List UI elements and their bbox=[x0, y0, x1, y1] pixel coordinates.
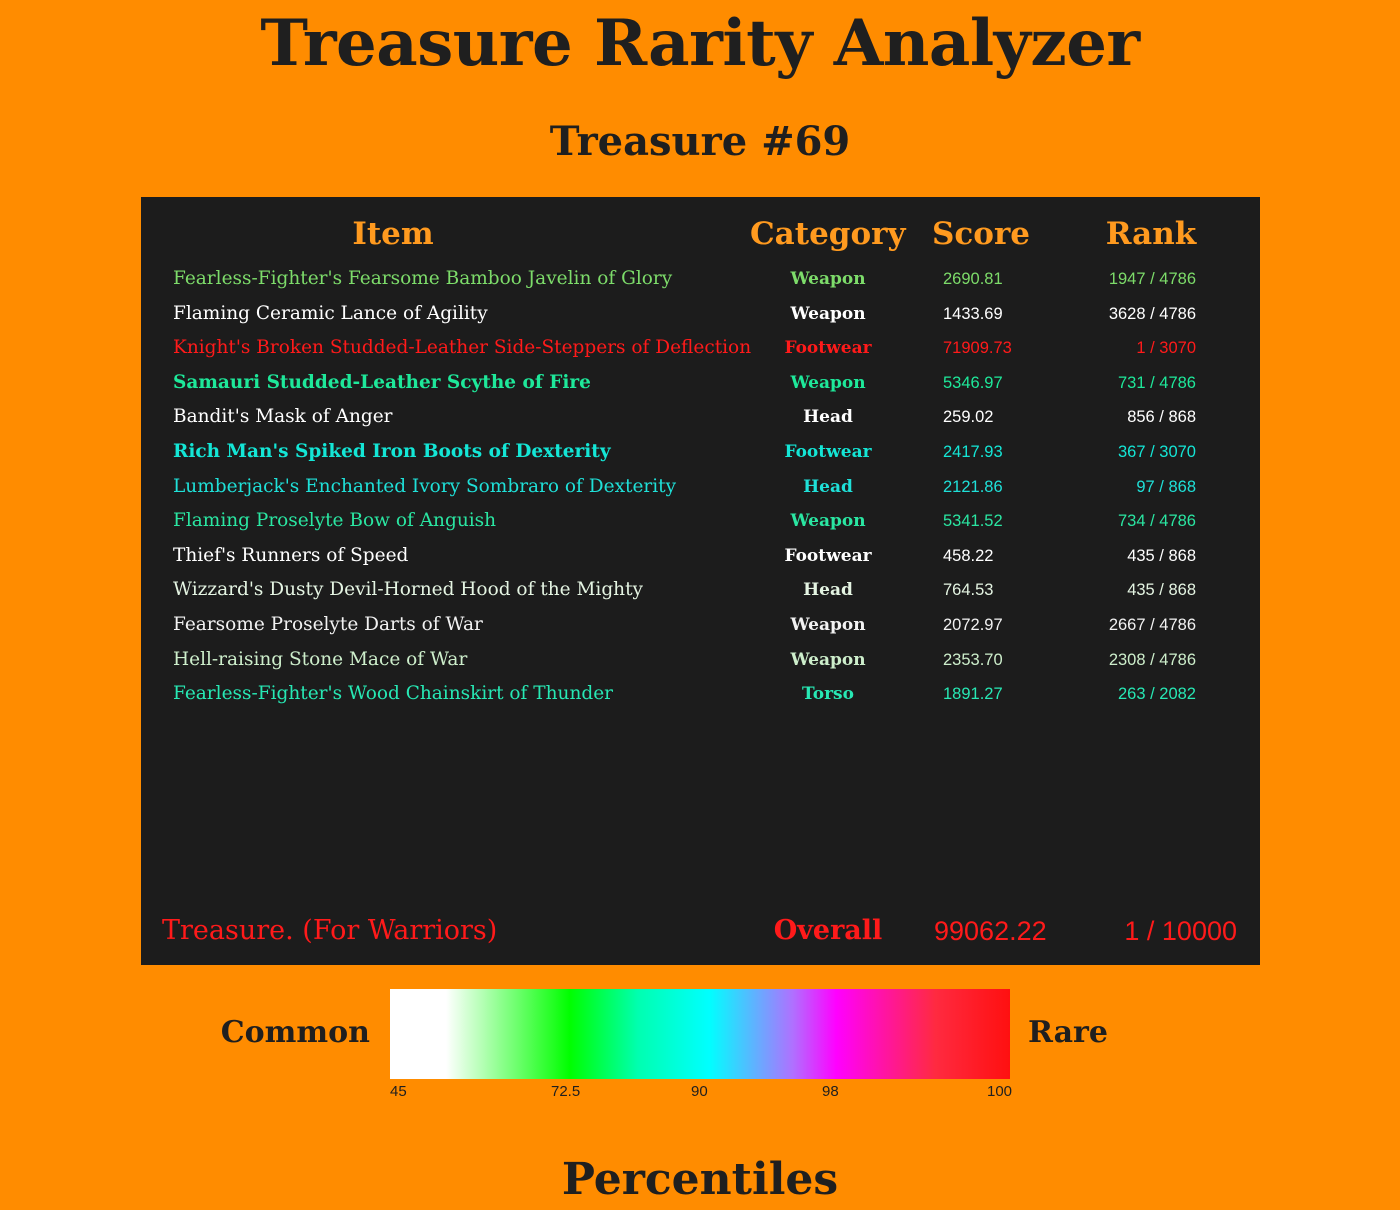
item-rank: 2667 / 4786 bbox=[1108, 615, 1196, 634]
item-category: Head bbox=[803, 407, 853, 428]
item-category: Weapon bbox=[790, 269, 866, 289]
column-header-score: Score bbox=[932, 216, 1030, 252]
item-category: Weapon bbox=[790, 649, 866, 670]
scale-tick-label: 45 bbox=[390, 1083, 407, 1100]
item-score: 2417.93 bbox=[943, 442, 1003, 461]
item-score: 5341.52 bbox=[943, 512, 1003, 531]
item-name: Fearless-Fighter's Fearsome Bamboo Javel… bbox=[173, 268, 673, 289]
legend-common-label: Common bbox=[220, 1015, 370, 1050]
item-name: Knight's Broken Studded-Leather Side-Ste… bbox=[173, 337, 752, 359]
table-row: Fearless-Fighter's Wood Chainskirt of Th… bbox=[141, 677, 1260, 712]
overall-score: 99062.22 bbox=[934, 916, 1047, 946]
item-name: Flaming Proselyte Bow of Anguish bbox=[173, 510, 497, 532]
table-row: Rich Man's Spiked Iron Boots of Dexterit… bbox=[141, 435, 1260, 470]
item-category: Head bbox=[803, 476, 853, 497]
column-header-item: Item bbox=[352, 216, 434, 252]
scale-tick-label: 90 bbox=[691, 1083, 708, 1100]
item-category: Weapon bbox=[790, 614, 866, 635]
item-score: 1891.27 bbox=[943, 685, 1003, 704]
item-score: 1433.69 bbox=[943, 304, 1003, 323]
rarity-table-panel bbox=[141, 197, 1260, 965]
item-name: Thief's Runners of Speed bbox=[173, 544, 409, 566]
item-rank: 263 / 2082 bbox=[1118, 685, 1196, 704]
item-score: 5346.97 bbox=[943, 373, 1003, 392]
item-rank: 2308 / 4786 bbox=[1108, 650, 1196, 669]
item-name: Wizzard's Dusty Devil-Horned Hood of the… bbox=[173, 579, 643, 601]
item-category: Footwear bbox=[784, 545, 872, 566]
item-name: Rich Man's Spiked Iron Boots of Dexterit… bbox=[173, 440, 611, 462]
item-rank: 435 / 868 bbox=[1127, 546, 1196, 565]
item-score: 259.02 bbox=[943, 408, 994, 427]
item-category: Head bbox=[803, 580, 853, 601]
item-rank: 856 / 868 bbox=[1127, 408, 1196, 427]
item-rank: 1947 / 4786 bbox=[1108, 270, 1196, 288]
item-category: Torso bbox=[802, 684, 854, 705]
item-rank: 435 / 868 bbox=[1127, 581, 1196, 600]
rarity-color-scale bbox=[390, 989, 1010, 1079]
item-category: Weapon bbox=[790, 303, 866, 324]
table-row: Fearsome Proselyte Darts of War Weapon 207… bbox=[141, 608, 1260, 643]
item-score: 2690.81 bbox=[943, 270, 1003, 288]
item-name: Fearless-Fighter's Wood Chainskirt of Th… bbox=[173, 683, 613, 705]
item-rank: 97 / 868 bbox=[1136, 477, 1196, 496]
table-row: Fearless-Fighter's Fearsome Bamboo Javel… bbox=[141, 262, 1260, 297]
item-rank: 734 / 4786 bbox=[1118, 512, 1196, 531]
item-category: Weapon bbox=[790, 372, 866, 393]
table-row: Flaming Ceramic Lance of Agility Weapon 14… bbox=[141, 297, 1260, 332]
table-row: Knight's Broken Studded-Leather Side-Ste… bbox=[141, 331, 1260, 366]
table-row: Bandit's Mask of Anger Head 259.02 856 / 86… bbox=[141, 400, 1260, 435]
column-header-category: Category bbox=[750, 216, 906, 252]
item-name: Hell-raising Stone Mace of War bbox=[173, 648, 468, 670]
scale-tick-label: 100 bbox=[987, 1083, 1013, 1100]
overall-label: Overall bbox=[773, 915, 883, 946]
scale-tick-label: 72.5 bbox=[551, 1083, 581, 1100]
table-row: Thief's Runners of Speed Footwear 458.22 43… bbox=[141, 539, 1260, 574]
item-name: Fearsome Proselyte Darts of War bbox=[173, 613, 483, 635]
page-title: Treasure Rarity Analyzer bbox=[260, 6, 1140, 81]
item-category: Footwear bbox=[784, 338, 872, 359]
item-rank: 3628 / 4786 bbox=[1108, 304, 1196, 323]
treasure-class-label: Treasure. (For Warriors) bbox=[162, 915, 498, 946]
item-name: Lumberjack's Enchanted Ivory Sombraro of… bbox=[173, 475, 677, 497]
item-rows: Fearless-Fighter's Fearsome Bamboo Javel… bbox=[141, 262, 1260, 712]
item-rank: 367 / 3070 bbox=[1118, 442, 1196, 461]
table-row: Hell-raising Stone Mace of War Weapon 2353… bbox=[141, 643, 1260, 678]
item-score: 2121.86 bbox=[943, 477, 1003, 496]
scale-tick-label: 98 bbox=[822, 1083, 839, 1100]
item-score: 458.22 bbox=[943, 546, 994, 565]
table-row: Wizzard's Dusty Devil-Horned Hood of the… bbox=[141, 573, 1260, 608]
table-row: Lumberjack's Enchanted Ivory Sombraro of… bbox=[141, 470, 1260, 505]
item-rank: 1 / 3070 bbox=[1136, 339, 1196, 358]
item-score: 764.53 bbox=[943, 581, 994, 600]
item-score: 71909.73 bbox=[943, 339, 1012, 358]
percentiles-heading: Percentiles bbox=[561, 1154, 839, 1205]
item-name: Samauri Studded-Leather Scythe of Fire bbox=[173, 371, 591, 393]
item-name: Flaming Ceramic Lance of Agility bbox=[173, 302, 488, 324]
item-rank: 731 / 4786 bbox=[1118, 373, 1196, 392]
column-header-rank: Rank bbox=[1105, 216, 1197, 252]
item-category: Footwear bbox=[784, 441, 872, 462]
item-name: Bandit's Mask of Anger bbox=[173, 406, 393, 428]
item-category: Weapon bbox=[790, 511, 866, 532]
legend-rare-label: Rare bbox=[1028, 1015, 1108, 1050]
item-score: 2072.97 bbox=[943, 615, 1003, 634]
table-row: Samauri Studded-Leather Scythe of Fire We… bbox=[141, 366, 1260, 401]
item-score: 2353.70 bbox=[943, 650, 1003, 669]
treasure-subtitle: Treasure #69 bbox=[549, 118, 851, 165]
overall-rank: 1 / 10000 bbox=[1124, 916, 1237, 946]
table-row: Flaming Proselyte Bow of Anguish Weapon 53… bbox=[141, 504, 1260, 539]
